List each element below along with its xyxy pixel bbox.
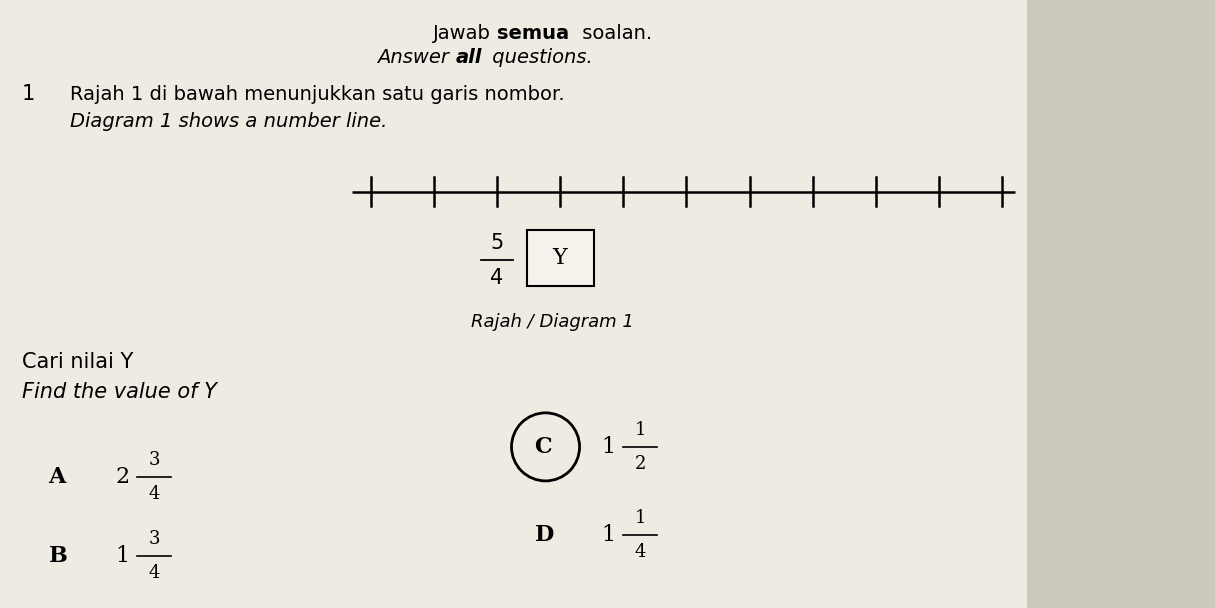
Text: Rajah 1 di bawah menunjukkan satu garis nombor.: Rajah 1 di bawah menunjukkan satu garis …	[70, 85, 565, 104]
Text: 1: 1	[115, 545, 130, 567]
Text: 3: 3	[148, 451, 160, 469]
Text: Find the value of Y: Find the value of Y	[22, 382, 216, 402]
Text: B: B	[49, 545, 68, 567]
Text: 1: 1	[634, 509, 646, 527]
Text: 4: 4	[148, 564, 160, 582]
Text: 4: 4	[148, 485, 160, 503]
Text: 2: 2	[634, 455, 646, 473]
Text: 3: 3	[148, 530, 160, 548]
Text: 4: 4	[491, 269, 503, 288]
FancyBboxPatch shape	[0, 0, 1027, 608]
FancyBboxPatch shape	[527, 230, 593, 286]
Text: D: D	[535, 524, 554, 546]
Text: 1: 1	[22, 85, 35, 104]
Text: 2: 2	[115, 466, 130, 488]
Text: Diagram 1 shows a number line.: Diagram 1 shows a number line.	[70, 112, 388, 131]
Text: Rajah / Diagram 1: Rajah / Diagram 1	[471, 313, 634, 331]
Text: questions.: questions.	[486, 48, 593, 67]
Text: A: A	[49, 466, 66, 488]
Text: 4: 4	[634, 543, 646, 561]
Text: soalan.: soalan.	[576, 24, 652, 43]
Text: 1: 1	[601, 524, 616, 546]
Text: Answer: Answer	[378, 48, 456, 67]
Text: 5: 5	[491, 233, 503, 253]
Text: C: C	[535, 436, 553, 458]
Text: 1: 1	[601, 436, 616, 458]
Text: semua: semua	[497, 24, 569, 43]
Text: Jawab: Jawab	[433, 24, 497, 43]
Text: Y: Y	[553, 247, 567, 269]
Text: all: all	[456, 48, 482, 67]
Text: 1: 1	[634, 421, 646, 439]
Text: Cari nilai Y: Cari nilai Y	[22, 352, 134, 371]
